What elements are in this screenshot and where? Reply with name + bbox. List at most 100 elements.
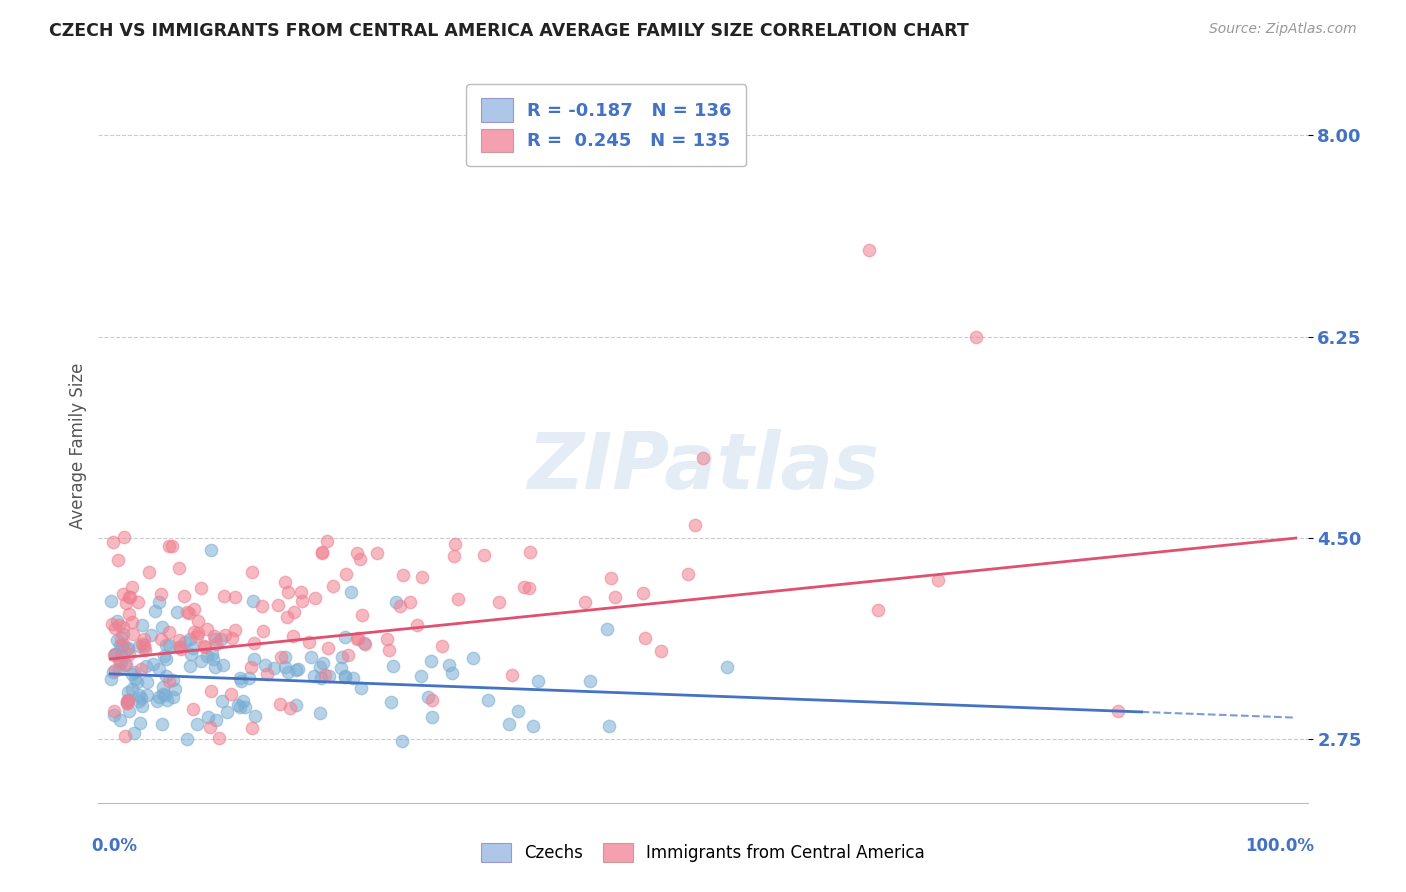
Point — [304, 591, 326, 606]
Point — [214, 589, 236, 603]
Point — [110, 655, 132, 669]
Point — [440, 666, 463, 681]
Point — [285, 664, 308, 678]
Point — [298, 635, 321, 649]
Point — [104, 621, 127, 635]
Point — [124, 726, 146, 740]
Point — [233, 700, 256, 714]
Point — [598, 719, 620, 733]
Point — [155, 669, 177, 683]
Point — [519, 545, 541, 559]
Point — [472, 548, 495, 562]
Point — [104, 647, 127, 661]
Point — [318, 669, 340, 683]
Point — [354, 637, 377, 651]
Point — [121, 580, 143, 594]
Point — [240, 566, 263, 580]
Point — [112, 529, 135, 543]
Point — [243, 652, 266, 666]
Point — [132, 632, 155, 646]
Point — [252, 624, 274, 638]
Point — [135, 658, 157, 673]
Point — [477, 693, 499, 707]
Point — [100, 672, 122, 686]
Point — [205, 713, 228, 727]
Point — [180, 648, 202, 662]
Point — [169, 640, 191, 654]
Point — [103, 708, 125, 723]
Point — [183, 625, 205, 640]
Point — [201, 647, 224, 661]
Point — [270, 650, 292, 665]
Point — [311, 656, 333, 670]
Point — [330, 649, 353, 664]
Point — [162, 690, 184, 704]
Point — [443, 549, 465, 563]
Text: 100.0%: 100.0% — [1246, 837, 1315, 855]
Point — [115, 657, 138, 671]
Point — [205, 637, 228, 651]
Point — [167, 640, 190, 655]
Point — [112, 620, 135, 634]
Point — [337, 648, 360, 663]
Point — [176, 605, 198, 619]
Point — [136, 675, 159, 690]
Point — [274, 649, 297, 664]
Point — [281, 629, 304, 643]
Point — [190, 654, 212, 668]
Point — [866, 603, 889, 617]
Point — [232, 693, 254, 707]
Point — [165, 681, 187, 696]
Point — [208, 731, 231, 746]
Point — [150, 632, 173, 646]
Point — [183, 601, 205, 615]
Point — [157, 638, 180, 652]
Point — [103, 704, 125, 718]
Point — [134, 640, 156, 655]
Point — [243, 636, 266, 650]
Point — [194, 640, 217, 655]
Point — [406, 618, 429, 632]
Point — [117, 590, 139, 604]
Point — [202, 629, 225, 643]
Point — [152, 680, 174, 694]
Point — [204, 660, 226, 674]
Text: ZIPatlas: ZIPatlas — [527, 429, 879, 506]
Text: 0.0%: 0.0% — [91, 837, 138, 855]
Point — [128, 639, 150, 653]
Point — [201, 652, 224, 666]
Point — [352, 607, 374, 622]
Point — [309, 659, 332, 673]
Point — [117, 696, 139, 710]
Point — [173, 589, 195, 603]
Point — [179, 659, 201, 673]
Point — [114, 658, 136, 673]
Point — [574, 594, 596, 608]
Point — [422, 710, 444, 724]
Point — [287, 662, 309, 676]
Point — [578, 673, 600, 688]
Point — [366, 546, 388, 560]
Point — [155, 652, 177, 666]
Point — [444, 536, 467, 550]
Point — [214, 628, 236, 642]
Point — [716, 659, 738, 673]
Point — [311, 545, 333, 559]
Point — [103, 648, 125, 662]
Point — [211, 658, 233, 673]
Point — [209, 632, 232, 647]
Point — [118, 590, 141, 604]
Point — [519, 581, 541, 595]
Point — [138, 565, 160, 579]
Point — [181, 702, 204, 716]
Point — [167, 633, 190, 648]
Legend: Czechs, Immigrants from Central America: Czechs, Immigrants from Central America — [472, 834, 934, 871]
Point — [117, 641, 139, 656]
Point — [501, 668, 523, 682]
Point — [229, 699, 252, 714]
Point — [157, 540, 180, 554]
Point — [335, 566, 357, 581]
Point — [103, 665, 125, 679]
Point — [131, 691, 153, 706]
Point — [256, 667, 278, 681]
